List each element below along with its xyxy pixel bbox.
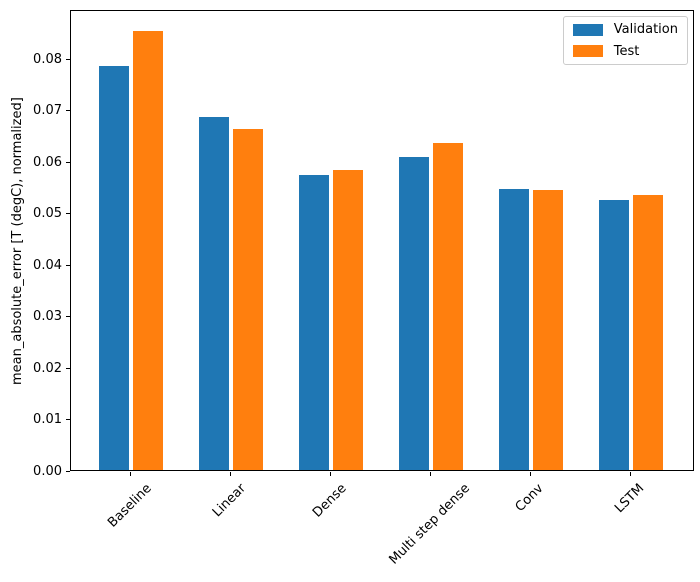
bar-test-multi-step-dense — [433, 143, 463, 470]
legend: Validation Test — [562, 16, 688, 66]
y-axis-label: mean_absolute_error [T (degC), normalize… — [10, 96, 25, 385]
bar-validation-conv — [499, 188, 529, 470]
y-tick — [66, 264, 70, 266]
x-tick-label-multi-step-dense: Multi step dense — [386, 481, 474, 568]
bar-test-baseline — [133, 31, 163, 470]
y-tick-label: 0.06 — [33, 154, 62, 170]
x-tick-label-conv: Conv — [512, 481, 547, 515]
x-tick-label-baseline: Baseline — [104, 481, 155, 531]
x-tick — [430, 472, 431, 476]
y-tick — [66, 419, 70, 421]
x-tick-label-lstm: LSTM — [611, 481, 647, 517]
bar-validation-baseline — [99, 65, 129, 470]
y-tick — [66, 471, 70, 472]
plot-area — [70, 10, 694, 471]
y-tick — [66, 367, 70, 369]
bar-test-conv — [533, 190, 563, 470]
x-tick — [530, 472, 531, 476]
y-tick — [66, 213, 70, 215]
x-tick-label-dense: Dense — [309, 481, 350, 521]
x-tick — [630, 472, 631, 476]
y-tick-label: 0.05 — [33, 206, 62, 222]
y-tick — [66, 58, 70, 60]
y-tick-label: 0.00 — [33, 464, 62, 479]
bar-validation-lstm — [599, 200, 629, 470]
y-tick — [66, 161, 70, 163]
legend-swatch-test — [572, 45, 603, 58]
legend-label-test: Test — [613, 43, 640, 59]
y-tick-label: 0.04 — [33, 257, 62, 273]
x-tick — [330, 472, 331, 476]
legend-swatch-validation — [572, 23, 603, 36]
x-tick-label-linear: Linear — [210, 481, 250, 521]
y-tick-label: 0.02 — [33, 360, 62, 376]
x-tick — [130, 472, 131, 476]
bar-validation-dense — [299, 175, 329, 470]
bar-test-linear — [233, 128, 263, 470]
x-tick — [230, 472, 231, 476]
y-tick-label: 0.03 — [33, 309, 62, 325]
y-tick-label: 0.08 — [33, 51, 62, 67]
bar-validation-linear — [199, 116, 229, 470]
legend-item-validation: Validation — [572, 22, 678, 38]
bar-test-dense — [333, 169, 363, 470]
y-tick — [66, 110, 70, 112]
bar-test-lstm — [633, 194, 663, 470]
y-tick-label: 0.07 — [33, 103, 62, 119]
bar-validation-multi-step-dense — [399, 157, 429, 470]
y-tick — [66, 316, 70, 318]
legend-label-validation: Validation — [613, 22, 678, 37]
y-tick-label: 0.01 — [33, 412, 62, 428]
legend-item-test: Test — [572, 43, 678, 60]
